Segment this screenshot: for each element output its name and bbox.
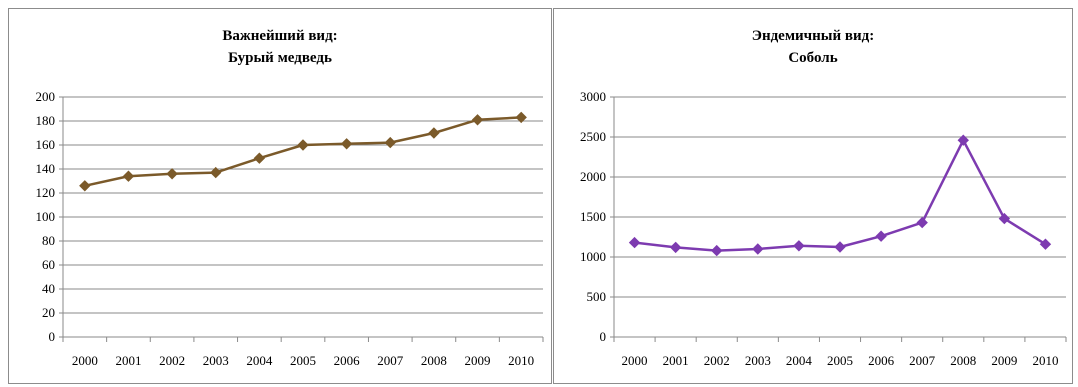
chart-title: Важнейший вид: [222,28,338,44]
series-line [634,138,1047,252]
x-tick-label: 2004 [246,353,273,368]
x-tick-label: 2006 [334,353,361,368]
y-tick-label: 20 [42,305,55,320]
data-point [1039,238,1052,250]
line-chart-brown-bear: 0 20 40 60 80 100 120 140 160 180 200 2000 2001 2002 2… [36,89,544,368]
data-point [793,240,805,252]
y-tick-label: 40 [42,281,55,296]
data-point [957,134,969,146]
y-tick-label: 0 [600,329,607,344]
y-tick-label: 1500 [580,209,606,224]
data-point [515,111,527,124]
x-tick-label: 2010 [508,353,534,368]
x-tick-label: 2009 [991,353,1017,368]
x-tick-label: 2003 [745,353,771,368]
y-tick-label: 160 [36,137,56,152]
x-tick-label: 2001 [115,353,141,368]
chart-title-block: Важнейший вид: Бурый медведь [9,25,551,69]
y-tick-label: 120 [36,185,56,200]
data-point [875,230,887,242]
x-tick-label: 2008 [950,353,976,368]
data-point [428,127,440,139]
x-tick-label: 2008 [421,353,447,368]
data-point [384,136,396,149]
chart-subtitle: Соболь [788,50,838,66]
series-line [84,116,522,188]
data-point [998,212,1011,225]
chart-title: Эндемичный вид: [751,28,875,44]
data-point [916,216,928,229]
x-tick-label: 2006 [868,353,895,368]
y-tick-label: 200 [36,89,56,104]
x-tick-label: 2010 [1032,353,1058,368]
y-tick-label: 1000 [580,249,606,264]
chart-panel-brown-bear: Важнейший вид: Бурый медведь 0 20 40 60 80 10… [8,8,552,384]
x-tick-label: 2002 [704,353,730,368]
y-tick-label: 180 [36,113,56,128]
data-point [340,138,353,150]
y-tick-label: 60 [42,257,55,272]
data-point [210,166,222,179]
data-point [628,236,641,249]
data-point [122,170,135,182]
data-point [669,241,682,254]
data-point [752,243,764,255]
y-tick-label: 100 [36,209,56,224]
data-point [297,139,309,151]
x-tick-label: 2002 [159,353,185,368]
y-tick-label: 3000 [580,89,606,104]
x-tick-label: 2003 [203,353,229,368]
chart-panel-sable: Эндемичный вид: Соболь 0 500 1000 1500 2000 2… [553,8,1073,384]
data-point [79,180,91,192]
x-tick-label: 2009 [465,353,491,368]
y-tick-label: 2000 [580,169,606,184]
x-tick-label: 2007 [909,353,936,368]
chart-subtitle: Бурый медведь [228,50,332,66]
data-point [711,244,723,257]
x-tick-label: 2000 [622,353,648,368]
line-chart-sable: 0 500 1000 1500 2000 2500 3000 2000 2001 2002 2003… [580,89,1067,368]
y-tick-label: 2500 [580,129,606,144]
data-point [253,152,266,164]
x-tick-label: 2005 [827,353,853,368]
data-point [834,241,846,253]
y-tick-label: 500 [587,289,607,304]
y-tick-label: 80 [42,233,55,248]
y-tick-label: 0 [49,329,56,344]
y-tick-label: 140 [36,161,56,176]
x-tick-label: 2004 [786,353,813,368]
data-point [471,114,484,126]
x-tick-label: 2007 [377,353,404,368]
x-tick-label: 2001 [663,353,689,368]
chart-title-block: Эндемичный вид: Соболь [554,25,1072,69]
x-tick-label: 2000 [72,353,98,368]
x-tick-label: 2005 [290,353,316,368]
data-point [166,168,178,180]
